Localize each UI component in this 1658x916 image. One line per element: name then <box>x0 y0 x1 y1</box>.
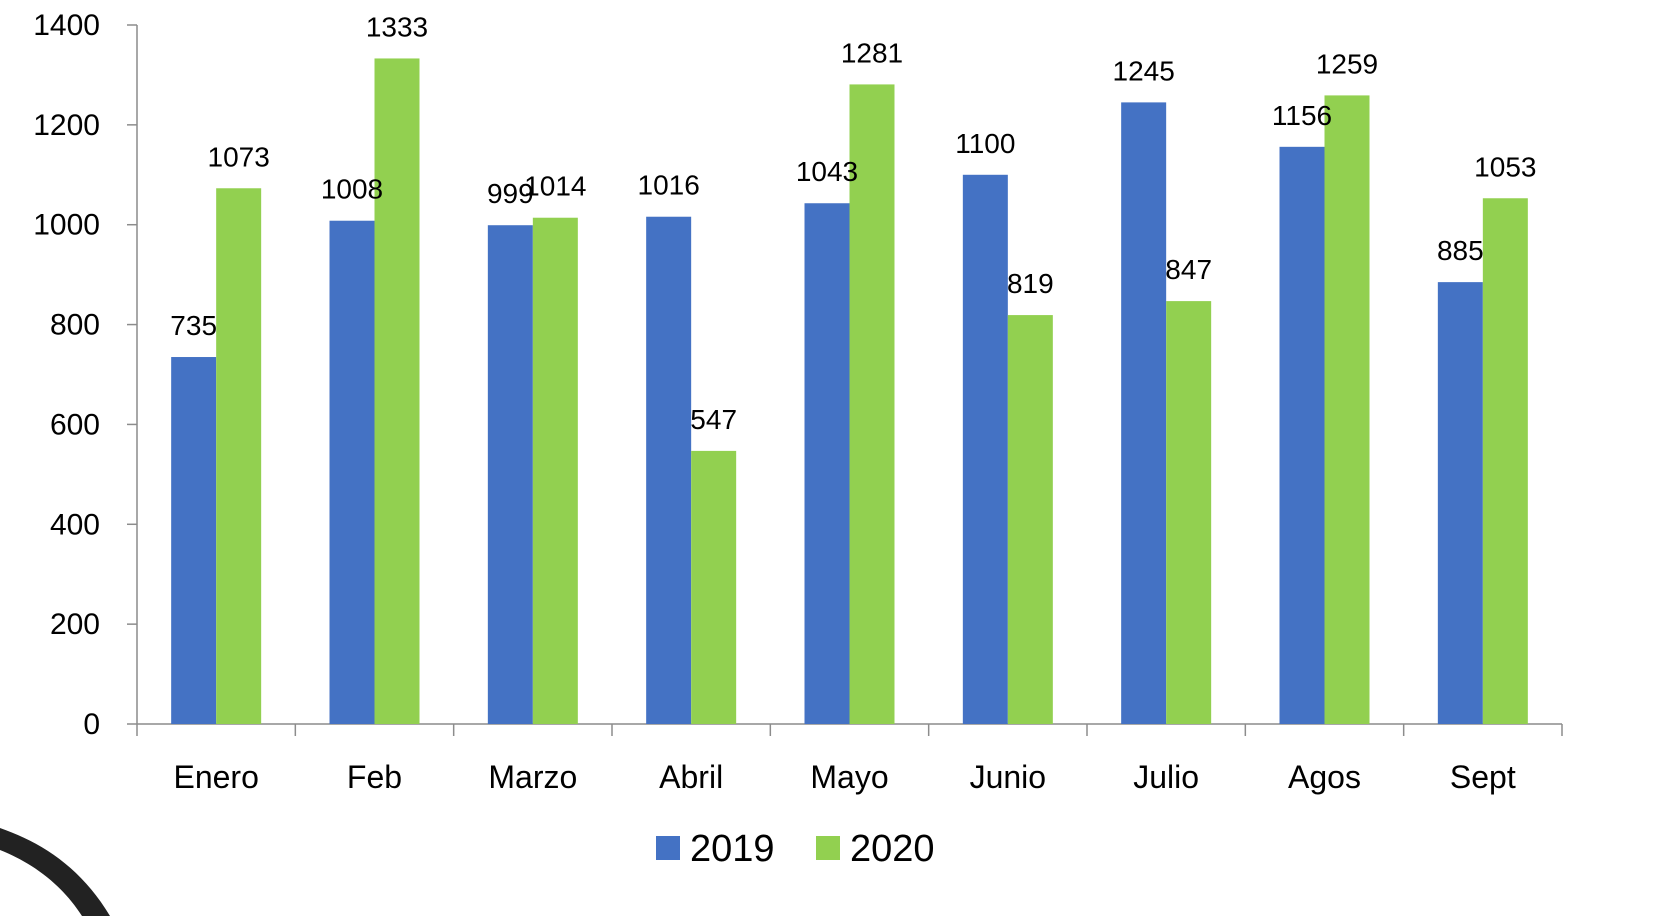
y-tick-label: 1400 <box>33 9 100 42</box>
data-labels: 735 1008 999 1016 1043 1100 1245 1156 885 1073 133… <box>170 11 1536 434</box>
y-tick-label: 600 <box>50 408 100 441</box>
bar-2019 <box>1437 282 1483 724</box>
x-tick-label: Mayo <box>810 759 888 795</box>
bar-2020 <box>1482 198 1528 724</box>
bar-2020 <box>374 58 420 724</box>
bar-2020 <box>1324 95 1370 724</box>
bar-2019 <box>171 357 217 724</box>
data-label: 547 <box>690 404 737 435</box>
data-label: 1008 <box>321 174 383 205</box>
data-label: 1014 <box>524 171 586 202</box>
bar-2020 <box>1166 301 1212 724</box>
bars <box>171 58 1528 725</box>
bar-2019 <box>804 203 850 724</box>
legend: 2019 2020 <box>656 828 935 870</box>
x-tick-label: Julio <box>1133 759 1199 795</box>
x-tick-label: Sept <box>1450 759 1516 795</box>
data-label: 885 <box>1437 235 1484 266</box>
bar-2019 <box>1121 102 1167 724</box>
bar-2019 <box>329 220 375 724</box>
y-tick-label: 200 <box>50 608 100 641</box>
bar-2019 <box>1279 146 1325 725</box>
bar-2019 <box>646 216 692 724</box>
y-tick-label: 0 <box>83 708 100 741</box>
data-label: 1281 <box>841 37 903 68</box>
decorative-corner-swoosh <box>0 828 110 916</box>
y-tick-label: 400 <box>50 508 100 541</box>
data-label: 1073 <box>208 141 270 172</box>
legend-swatch <box>656 836 680 860</box>
data-label: 847 <box>1165 254 1212 285</box>
x-tick-label: Marzo <box>488 759 577 795</box>
bar-2019 <box>487 225 533 725</box>
bar-2020 <box>532 217 578 724</box>
bar-2020 <box>1007 315 1053 724</box>
data-label: 1100 <box>955 128 1015 159</box>
data-label: 1053 <box>1474 151 1536 182</box>
x-tick-label: Feb <box>347 759 402 795</box>
y-tick-label: 800 <box>50 309 100 342</box>
bar-2020 <box>849 84 895 725</box>
axes: 0 200 400 600 800 1000 1200 1400 Enero Feb Marzo Ab… <box>33 9 1563 795</box>
x-tick-label: Enero <box>173 759 258 795</box>
x-tick-label: Abril <box>659 759 723 795</box>
data-label: 999 <box>487 178 534 209</box>
data-label: 1016 <box>638 170 700 201</box>
data-label: 1245 <box>1113 55 1175 86</box>
legend-entry: 2020 <box>850 828 935 870</box>
bar-2020 <box>691 450 737 724</box>
data-label: 1333 <box>366 11 428 42</box>
x-tick-label: Agos <box>1288 759 1361 795</box>
data-label: 1156 <box>1272 100 1332 131</box>
y-tick-label: 1200 <box>33 109 100 142</box>
data-label: 819 <box>1007 268 1054 299</box>
bar-2019 <box>962 174 1008 725</box>
y-tick-label: 1000 <box>33 209 100 242</box>
data-label: 1043 <box>796 156 858 187</box>
x-tick-label: Junio <box>970 759 1047 795</box>
bar-2020 <box>216 188 262 725</box>
data-label: 1259 <box>1316 48 1378 79</box>
data-label: 735 <box>170 310 217 341</box>
legend-swatch <box>816 836 840 860</box>
legend-entry: 2019 <box>690 828 775 870</box>
